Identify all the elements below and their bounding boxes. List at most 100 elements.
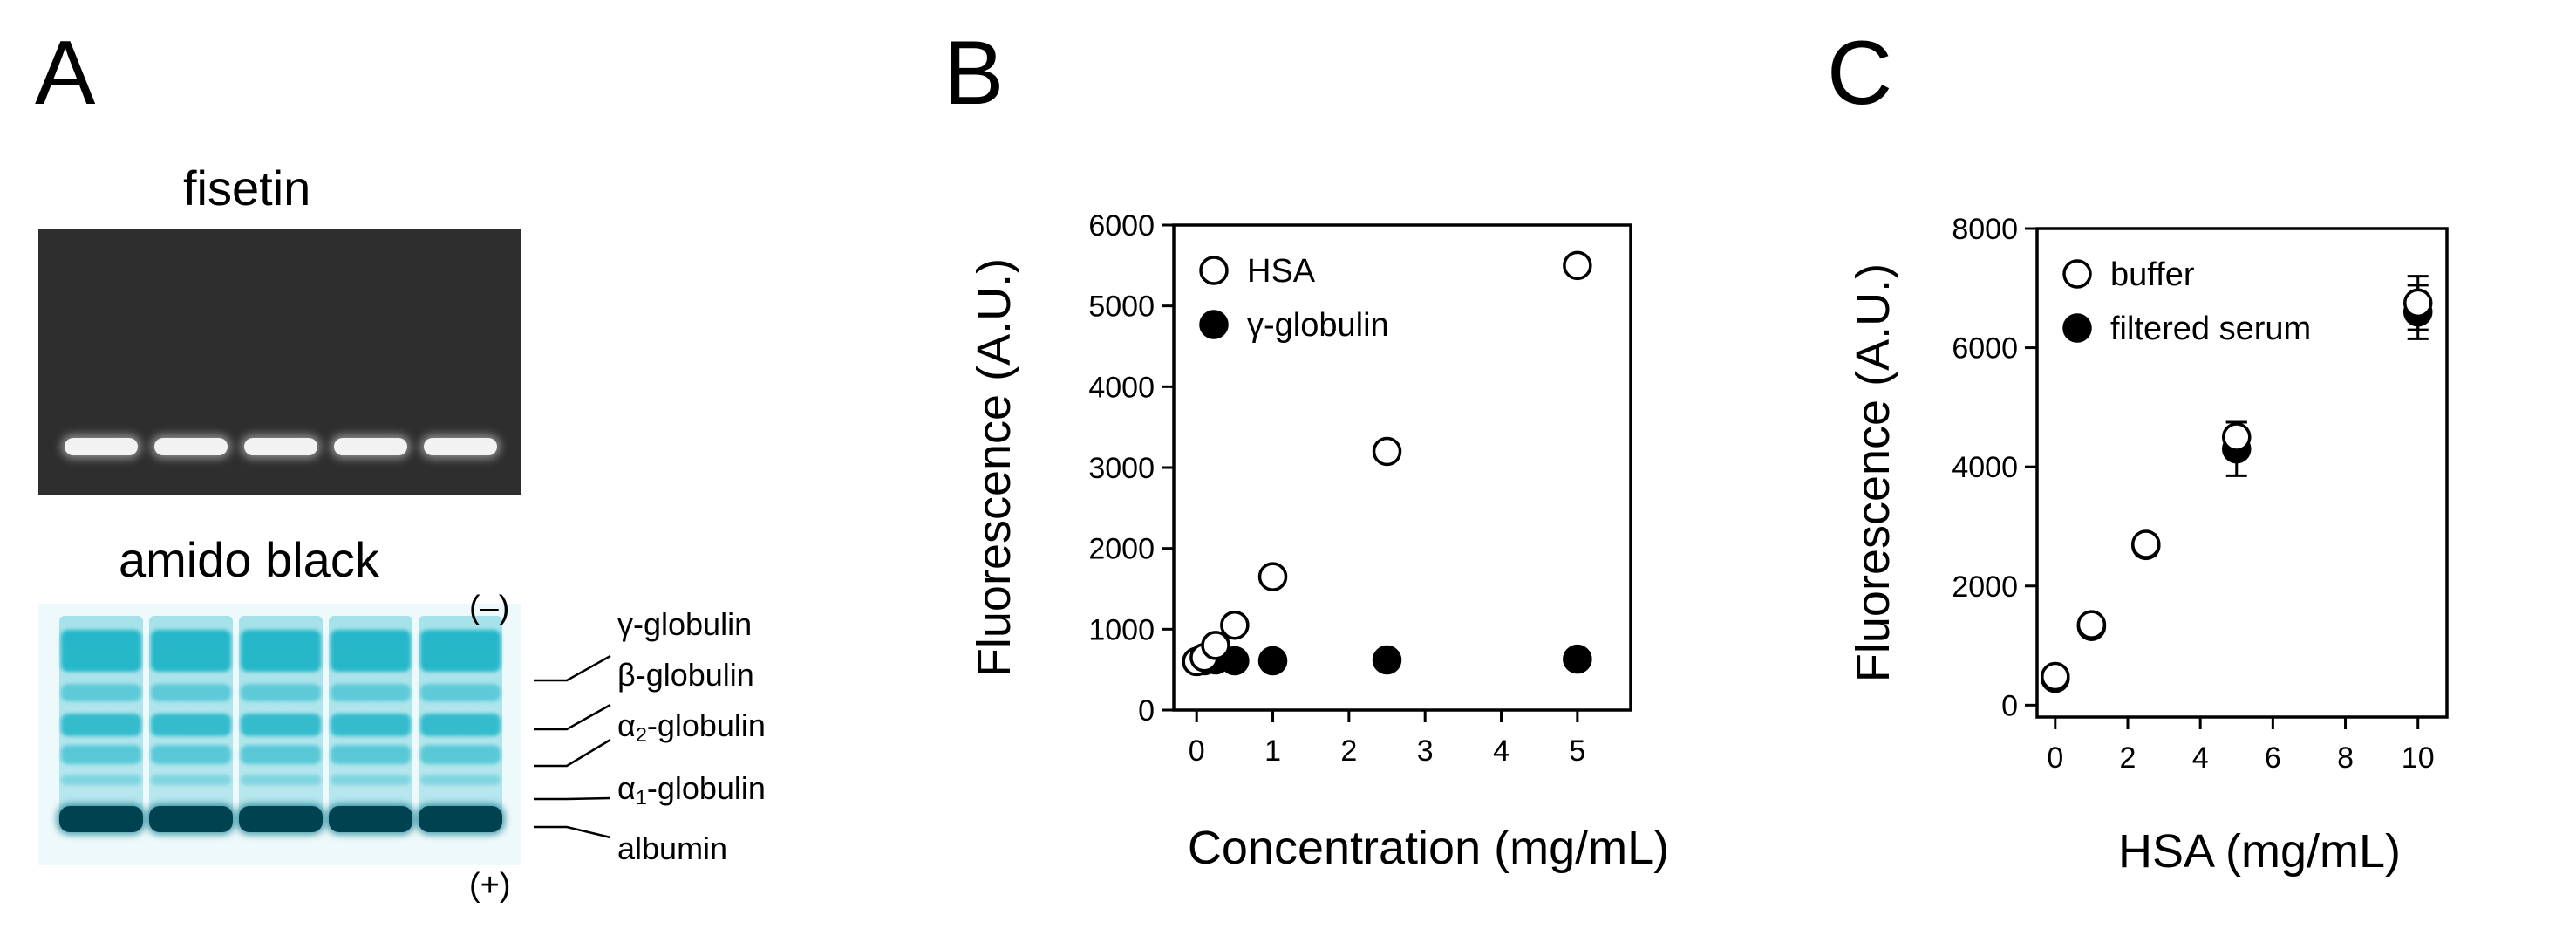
data-point xyxy=(1257,562,1288,591)
data-point xyxy=(2076,610,2107,639)
y-tick-label: 3000 xyxy=(1088,452,1155,485)
y-tick-label: 4000 xyxy=(1952,451,2018,484)
y-tick-label: 8000 xyxy=(1952,213,2018,246)
legend-label: γ-globulin xyxy=(1247,307,1389,344)
amido-band xyxy=(61,714,141,736)
leader-line xyxy=(534,703,611,731)
amido-band xyxy=(151,775,231,785)
data-point xyxy=(1563,250,1592,281)
fisetin-band xyxy=(65,438,138,455)
amido-band xyxy=(331,684,411,701)
cathode-label: (–) xyxy=(469,590,510,626)
y-tick-label: 0 xyxy=(1138,694,1155,728)
amido-band xyxy=(420,630,501,672)
amido-band xyxy=(151,630,231,672)
band-label: β-globulin xyxy=(617,657,754,693)
y-tick-label: 5000 xyxy=(1088,290,1155,324)
data-point xyxy=(2402,288,2433,318)
amido-band xyxy=(61,775,141,785)
x-tick-label: 0 xyxy=(1189,734,1205,768)
amido-band xyxy=(331,775,411,785)
amido-band xyxy=(420,775,501,785)
data-point xyxy=(2041,661,2070,692)
amido-band xyxy=(241,745,321,764)
albumin-band xyxy=(329,806,412,832)
fisetin-title: fisetin xyxy=(183,161,311,215)
amido-band xyxy=(61,745,141,764)
x-axis-label: HSA (mg/mL) xyxy=(2118,825,2401,878)
y-axis-label: Fluorescence (A.U.) xyxy=(1847,263,1899,682)
fisetin-band xyxy=(424,438,497,455)
x-tick-label: 1 xyxy=(1264,734,1281,768)
legend-marker xyxy=(1199,310,1229,339)
data-point xyxy=(1201,631,1230,660)
x-tick-label: 5 xyxy=(1569,734,1585,768)
data-point xyxy=(2131,529,2161,559)
leader-line xyxy=(534,738,611,768)
leader-line xyxy=(534,796,611,801)
amido-band xyxy=(61,684,141,701)
amido-band xyxy=(241,714,321,736)
amido-band xyxy=(420,684,501,701)
panel-letter-c: C xyxy=(1827,23,1893,124)
legend-label: HSA xyxy=(1247,253,1316,290)
legend-marker xyxy=(2062,259,2092,289)
fisetin-band xyxy=(334,438,407,455)
x-tick-label: 2 xyxy=(2120,741,2136,775)
y-tick-label: 6000 xyxy=(1088,209,1155,243)
amido-band xyxy=(241,684,321,701)
y-axis-label: Fluorescence (A.U.) xyxy=(968,258,1020,677)
amido-band xyxy=(151,745,231,764)
amido-black-gel-image xyxy=(38,604,521,865)
anode-label: (+) xyxy=(469,867,511,904)
x-tick-label: 6 xyxy=(2265,741,2281,775)
leader-line xyxy=(534,654,611,682)
amido-band xyxy=(241,775,321,785)
x-tick-label: 8 xyxy=(2337,741,2354,775)
y-tick-label: 2000 xyxy=(1952,570,2018,604)
amido-band xyxy=(331,745,411,764)
x-axis-label: Concentration (mg/mL) xyxy=(1188,822,1669,874)
albumin-band xyxy=(419,806,502,832)
x-tick-label: 4 xyxy=(2192,741,2209,775)
legend-label: filtered serum xyxy=(2110,311,2311,347)
y-tick-label: 1000 xyxy=(1088,613,1155,646)
amido-band xyxy=(241,630,321,672)
band-label: α1-globulin xyxy=(617,770,766,809)
legend-label: buffer xyxy=(2110,256,2195,293)
legend-marker xyxy=(2062,313,2092,343)
data-point xyxy=(1257,646,1288,676)
fisetin-band xyxy=(154,438,228,455)
y-tick-label: 0 xyxy=(2001,689,2018,722)
data-point xyxy=(1563,644,1592,674)
y-tick-label: 6000 xyxy=(1952,332,2018,366)
amido-band xyxy=(420,714,501,736)
x-tick-label: 4 xyxy=(1493,734,1509,768)
y-tick-label: 2000 xyxy=(1088,533,1155,566)
panel-letter-a: A xyxy=(35,23,96,124)
data-point xyxy=(2222,422,2252,452)
amido-band xyxy=(151,714,231,736)
fisetin-gel-image xyxy=(38,229,521,495)
amido-band xyxy=(61,630,141,672)
amido-band xyxy=(420,745,501,764)
data-point xyxy=(1372,645,1402,675)
amido-band xyxy=(151,684,231,701)
band-label: albumin xyxy=(617,830,728,866)
amido-band xyxy=(331,630,411,672)
band-label: γ-globulin xyxy=(617,606,753,642)
albumin-band xyxy=(59,806,143,832)
data-point xyxy=(1220,610,1250,640)
y-tick-label: 4000 xyxy=(1088,371,1155,404)
x-tick-label: 0 xyxy=(2047,741,2063,775)
band-label: α2-globulin xyxy=(617,707,766,746)
leader-line xyxy=(534,825,611,839)
fisetin-band xyxy=(244,438,317,455)
albumin-band xyxy=(149,806,233,832)
amido-black-title: amido black xyxy=(119,532,379,587)
data-point xyxy=(1372,436,1402,467)
albumin-band xyxy=(239,806,323,832)
